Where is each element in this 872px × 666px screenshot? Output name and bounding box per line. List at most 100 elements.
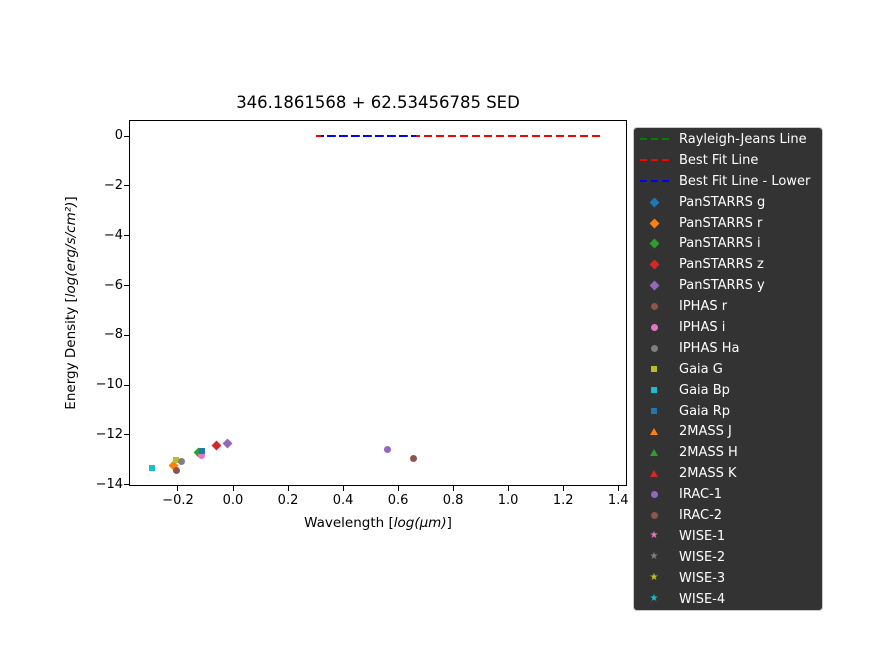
- x-axis-label-math: log(μm): [393, 515, 447, 531]
- legend-item-rayleigh-jeans-line: Rayleigh-Jeans Line: [634, 129, 822, 150]
- legend-label: Best Fit Line: [679, 152, 759, 168]
- legend-marker-cell: [634, 218, 674, 228]
- x-tick-mark: [232, 486, 234, 491]
- point-gaia-bp: [149, 464, 156, 471]
- x-tick-label: 1.0: [497, 493, 519, 508]
- 2mass-k-triangle-icon: [650, 470, 658, 478]
- x-tick-mark: [397, 486, 399, 491]
- legend-label: IPHAS Ha: [679, 340, 740, 356]
- legend-marker-cell: [634, 280, 674, 291]
- x-tick-mark: [562, 486, 564, 491]
- legend-item-panstarrs-y: PanSTARRS y: [634, 275, 822, 296]
- legend-item-wise-4: ★ WISE-4: [634, 589, 822, 610]
- y-tick-label: −4: [103, 227, 123, 243]
- x-tick-label: 1.4: [607, 493, 629, 508]
- point-iphas-i: [197, 451, 205, 459]
- legend-label: 2MASS H: [679, 445, 738, 461]
- legend-marker-cell: [634, 159, 674, 162]
- legend-item-iphas-r: IPHAS r: [634, 296, 822, 317]
- legend-marker-cell: [634, 449, 674, 457]
- legend-item-irac-1: IRAC-1: [634, 484, 822, 505]
- x-tick-label: 0.8: [442, 493, 464, 508]
- y-tick-mark: [124, 434, 129, 436]
- legend-marker-cell: [634, 197, 674, 208]
- legend-marker-cell: [634, 387, 674, 394]
- legend-marker-cell: [634, 303, 674, 311]
- point-irac-2: [409, 454, 417, 462]
- legend-item-best-fit-line-lower: Best Fit Line - Lower: [634, 171, 822, 192]
- gaia-rp-square-icon: [651, 408, 657, 415]
- legend-item-panstarrs-i: PanSTARRS i: [634, 233, 822, 254]
- panstarrs-r-diamond-icon: [649, 218, 659, 228]
- legend-marker-cell: [634, 344, 674, 352]
- point-irac-1: [383, 445, 391, 453]
- x-tick-mark: [617, 486, 619, 491]
- y-tick-label: −2: [103, 177, 123, 193]
- y-tick-mark: [124, 185, 129, 187]
- legend-marker-cell: [634, 491, 674, 499]
- x-tick-label: −0.2: [162, 493, 194, 508]
- legend-item-iphas-ha: IPHAS Ha: [634, 338, 822, 359]
- legend-label: 2MASS J: [679, 424, 732, 440]
- legend-marker-cell: [634, 511, 674, 519]
- x-tick-label: 1.2: [552, 493, 574, 508]
- legend: Rayleigh-Jeans Line Best Fit Line Best Fit…: [633, 127, 823, 611]
- legend-item-gaia-bp: Gaia Bp: [634, 380, 822, 401]
- legend-item-iphas-i: IPHAS i: [634, 317, 822, 338]
- legend-label: Rayleigh-Jeans Line: [679, 131, 807, 147]
- legend-marker-cell: ★: [634, 573, 674, 583]
- legend-item-wise-3: ★ WISE-3: [634, 568, 822, 589]
- y-tick-label: −12: [95, 426, 123, 442]
- y-tick-label: −6: [103, 277, 123, 293]
- legend-marker-cell: ★: [634, 552, 674, 562]
- point-gaia-rp: [199, 448, 206, 455]
- x-tick-mark: [342, 486, 344, 491]
- legend-marker-cell: [634, 138, 674, 141]
- legend-item-gaia-rp: Gaia Rp: [634, 401, 822, 422]
- y-tick-mark: [124, 334, 129, 336]
- iphas-ha-circle-icon: [650, 344, 658, 352]
- iphas-r-circle-icon: [650, 303, 658, 311]
- legend-item-irac-2: IRAC-2: [634, 505, 822, 526]
- 2mass-h-triangle-icon: [650, 449, 658, 457]
- legend-marker-cell: [634, 323, 674, 331]
- irac-1-circle-icon: [650, 491, 658, 499]
- y-tick-mark: [124, 484, 129, 486]
- irac-2-circle-icon: [650, 511, 658, 519]
- legend-marker-cell: ★: [634, 594, 674, 604]
- legend-item-gaia-g: Gaia G: [634, 359, 822, 380]
- legend-label: PanSTARRS i: [679, 236, 761, 252]
- point-iphas-r: [173, 467, 181, 475]
- y-tick-label: −8: [103, 327, 123, 343]
- legend-label: WISE-4: [679, 591, 726, 607]
- x-axis-label-text: Wavelength [: [304, 515, 394, 531]
- legend-label: IPHAS i: [679, 319, 726, 335]
- legend-marker-cell: [634, 408, 674, 415]
- y-tick-label: −10: [95, 377, 123, 393]
- legend-item-2mass-j: 2MASS J: [634, 421, 822, 442]
- legend-label: WISE-3: [679, 570, 726, 586]
- best-fit-line-line-icon: [639, 159, 669, 162]
- y-axis-label-suffix: ]: [63, 196, 79, 202]
- point-gaia-g: [172, 456, 179, 463]
- legend-item-2mass-h: 2MASS H: [634, 442, 822, 463]
- legend-label: IRAC-2: [679, 507, 723, 523]
- panstarrs-y-diamond-icon: [649, 280, 659, 291]
- legend-item-panstarrs-g: PanSTARRS g: [634, 192, 822, 213]
- wise-2-star-icon: ★: [649, 551, 659, 563]
- rayleigh-jeans-line-line-icon: [639, 138, 669, 141]
- legend-marker-cell: ★: [634, 531, 674, 541]
- legend-label: IPHAS r: [679, 299, 728, 315]
- legend-label: 2MASS K: [679, 466, 737, 482]
- x-tick-mark: [452, 486, 454, 491]
- legend-marker-cell: [634, 366, 674, 373]
- legend-marker-cell: [634, 180, 674, 183]
- panstarrs-z-diamond-icon: [649, 259, 659, 270]
- gaia-g-square-icon: [651, 366, 657, 373]
- chart-title: 346.1861568 + 62.53456785 SED: [236, 93, 520, 112]
- legend-marker-cell: [634, 470, 674, 478]
- legend-label: Best Fit Line - Lower: [679, 173, 811, 189]
- legend-label: Gaia Bp: [679, 382, 730, 398]
- legend-item-wise-2: ★ WISE-2: [634, 547, 822, 568]
